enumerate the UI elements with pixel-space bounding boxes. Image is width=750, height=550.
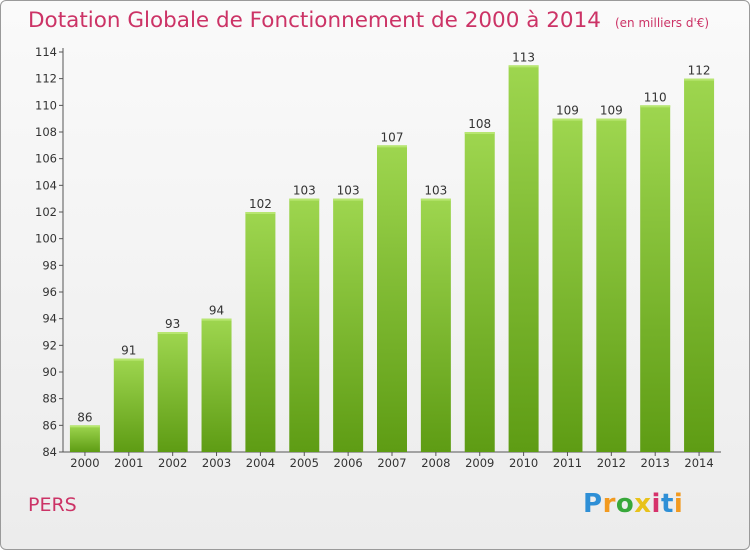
x-tick-label: 2013 (641, 456, 670, 470)
x-tick-label: 2000 (70, 456, 99, 470)
bar-top-edge (245, 212, 276, 214)
data-label: 102 (249, 197, 272, 211)
bar-top-edge (333, 198, 364, 201)
x-tick-label: 2001 (114, 456, 143, 470)
y-tick-label: 86 (42, 418, 57, 432)
place-name: PERS (28, 494, 77, 516)
bar-top-edge (377, 145, 407, 148)
x-tick-label: 2009 (465, 456, 494, 470)
data-label: 112 (688, 64, 711, 78)
bar (640, 105, 671, 452)
x-tick-label: 2004 (246, 456, 275, 470)
y-tick-label: 96 (42, 285, 57, 299)
bar-top-edge (596, 118, 627, 121)
bar-top-edge (157, 332, 188, 334)
data-label: 108 (468, 117, 491, 131)
title-text: Dotation Globale de Fonctionnement de 20… (28, 8, 601, 33)
y-tick-label: 90 (42, 365, 57, 379)
proxiti-logo: Proxiti (583, 489, 684, 519)
bar-top-edge (464, 132, 495, 134)
bar-top-edge (684, 78, 715, 81)
y-tick-label: 98 (42, 258, 57, 272)
bar-top-edge (289, 198, 320, 201)
y-tick-label: 112 (35, 72, 57, 86)
y-tick-label: 104 (35, 178, 57, 192)
bar-top-edge (420, 198, 451, 201)
x-tick-label: 2003 (202, 456, 231, 470)
bar (245, 212, 276, 452)
bar-top-edge (69, 425, 100, 428)
bar (684, 78, 715, 453)
bar (157, 332, 188, 452)
y-tick-label: 110 (35, 98, 57, 112)
bar (508, 65, 539, 452)
x-tick-label: 2011 (553, 456, 582, 470)
x-tick-label: 2008 (421, 456, 450, 470)
bar-top-edge (113, 358, 144, 361)
data-label: 107 (381, 130, 404, 144)
x-tick-label: 2002 (158, 456, 187, 470)
bar (420, 198, 451, 452)
bar (113, 358, 144, 452)
bar (596, 118, 627, 453)
y-tick-label: 106 (35, 152, 57, 166)
y-tick-label: 94 (42, 312, 57, 326)
y-tick-label: 102 (35, 205, 57, 219)
data-label: 113 (512, 50, 535, 64)
x-tick-label: 2012 (597, 456, 626, 470)
y-tick-label: 114 (35, 45, 57, 59)
data-label: 93 (165, 317, 180, 331)
chart-title: Dotation Globale de Fonctionnement de 20… (28, 8, 709, 33)
bar (377, 145, 407, 453)
data-label: 103 (337, 184, 360, 198)
bar-top-edge (640, 105, 671, 108)
data-label: 110 (644, 90, 667, 104)
data-label: 91 (121, 344, 136, 358)
y-tick-label: 88 (42, 392, 57, 406)
bar (333, 198, 364, 452)
bar (69, 425, 100, 452)
x-tick-label: 2010 (509, 456, 538, 470)
x-tick-label: 2014 (684, 456, 713, 470)
data-label: 109 (556, 104, 579, 118)
y-tick-label: 84 (42, 445, 57, 459)
x-tick-label: 2007 (377, 456, 406, 470)
bar-top-edge (552, 118, 583, 121)
x-tick-label: 2005 (290, 456, 319, 470)
data-label: 103 (424, 184, 447, 198)
y-tick-label: 100 (35, 232, 57, 246)
bar (464, 132, 495, 452)
data-label: 94 (209, 304, 224, 318)
data-label: 109 (600, 104, 623, 118)
data-label: 86 (77, 410, 92, 424)
bar-top-edge (508, 65, 539, 68)
bar-top-edge (201, 318, 232, 321)
y-tick-label: 92 (42, 338, 57, 352)
bar (552, 118, 583, 453)
data-label: 103 (293, 184, 316, 198)
y-tick-label: 108 (35, 125, 57, 139)
bar (289, 198, 320, 452)
unit-note: (en milliers d'€) (614, 16, 710, 30)
x-tick-label: 2006 (333, 456, 362, 470)
bar (201, 318, 232, 452)
